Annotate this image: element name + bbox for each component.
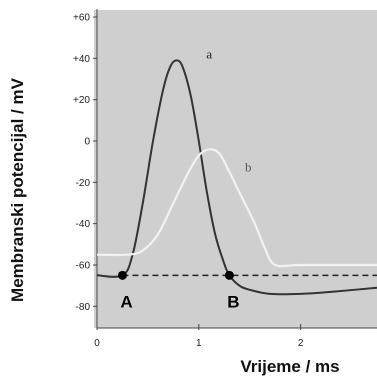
series-label-a: a: [206, 46, 212, 61]
y-tick-label: -60: [76, 261, 91, 272]
series-group: ab: [96, 46, 377, 296]
y-axis-title: Membranski potencijal / mV: [8, 77, 27, 302]
y-tick-label: +60: [73, 13, 90, 24]
marker-point-a: [117, 270, 127, 280]
plot-background: [94, 10, 377, 328]
y-tick-label: +20: [73, 95, 90, 106]
marker-label-b: B: [227, 292, 239, 311]
x-tick-label: 0: [94, 338, 100, 349]
marker-label-a: A: [120, 292, 132, 311]
x-tick-label: 2: [298, 338, 304, 349]
y-tick-label: +40: [73, 54, 90, 65]
y-tick-label: -40: [76, 219, 91, 230]
x-axis: 0 1 2: [94, 324, 377, 349]
marker-point-b: [224, 270, 234, 280]
y-tick-label: -80: [76, 302, 91, 313]
series-line-a: [96, 59, 377, 296]
x-axis-title: Vrijeme / ms: [240, 357, 339, 376]
series-label-b: b: [245, 159, 252, 174]
x-tick-label: 1: [196, 338, 202, 349]
y-tick-label: -20: [76, 178, 91, 189]
y-axis: +60 +40 +20 0 -20 -40 -60 -80: [73, 9, 98, 328]
series-line-b: [96, 148, 377, 268]
y-tick-label: 0: [84, 137, 90, 148]
